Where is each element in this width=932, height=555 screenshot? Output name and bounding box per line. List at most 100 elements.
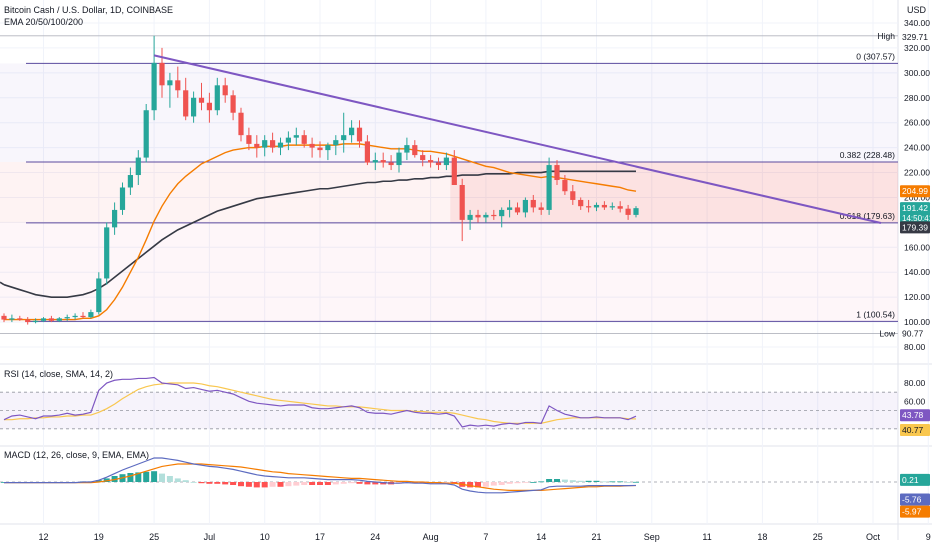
time-tick-label: 12 <box>38 532 48 542</box>
candle-body <box>514 207 521 213</box>
ema-dark-badge-bg <box>900 221 930 234</box>
macd-histogram-bar <box>633 481 639 483</box>
time-tick-label: 17 <box>315 532 325 542</box>
price-tick-label: 300.00 <box>904 68 930 78</box>
price-tick-label: 240.00 <box>904 143 930 153</box>
low-value: 90.77 <box>902 329 924 339</box>
candle-body <box>112 209 118 228</box>
last-price-bg <box>900 202 930 225</box>
macd-histogram-bar <box>475 482 481 488</box>
candle-body <box>538 207 544 210</box>
candle-body <box>301 135 307 144</box>
candle-body <box>96 278 102 313</box>
ema-orange-badge-bg <box>900 185 930 198</box>
candle-body <box>420 155 426 161</box>
indicator-legend[interactable]: EMA 20/50/100/200 <box>4 17 84 27</box>
macd-histogram-bar <box>277 482 284 487</box>
fib-level-label: 1 (100.54) <box>856 309 895 319</box>
time-tick-label: Sep <box>644 532 660 542</box>
macd-histogram-bar <box>585 480 592 482</box>
time-tick-label: 25 <box>813 532 823 542</box>
candle-body <box>317 147 323 151</box>
rsi-ma-badge: 40.77 <box>902 425 924 435</box>
candle-body <box>119 187 126 210</box>
candle-body <box>151 62 157 111</box>
macd-histogram-bar <box>332 482 339 485</box>
high-value-bg <box>900 30 930 43</box>
candle-body <box>222 85 228 96</box>
macd-value-badge-bg <box>900 493 930 506</box>
candle-body <box>428 160 434 163</box>
currency-label[interactable]: USD <box>907 5 927 15</box>
candle-body <box>9 318 15 320</box>
macd-hist-badge: 0.21 <box>902 475 919 485</box>
plot-background <box>0 0 898 550</box>
rsi-ma-line <box>4 382 637 424</box>
fib-level-label: 0.382 (228.48) <box>840 150 895 160</box>
candle-body <box>198 97 205 103</box>
low-value-bg <box>900 327 930 340</box>
macd-histogram-bar <box>324 482 331 485</box>
macd-legend[interactable]: MACD (12, 26, close, 9, EMA, EMA) <box>4 450 150 460</box>
candle-body <box>325 145 331 151</box>
macd-histogram-bar <box>617 481 624 483</box>
candle-body <box>522 199 528 213</box>
candle-body <box>372 160 378 163</box>
candle-body <box>246 135 252 144</box>
candle-body <box>467 214 473 220</box>
descending-trendline <box>153 54 882 224</box>
time-tick-label: 21 <box>591 532 601 542</box>
candles-layer <box>1 35 639 325</box>
price-tick-label: 160.00 <box>904 242 930 252</box>
price-tick-label: 220.00 <box>904 168 930 178</box>
time-tick-label: 7 <box>483 532 488 542</box>
macd-histogram-bar <box>151 471 158 482</box>
high-value: 329.71 <box>902 32 928 42</box>
ema-dark-badge: 179.39 <box>902 222 928 232</box>
symbol-title[interactable]: Bitcoin Cash / U.S. Dollar, 1D, COINBASE <box>4 5 174 15</box>
trendline-layer[interactable] <box>153 54 882 224</box>
candle-body <box>570 191 576 200</box>
rsi-value-badge-bg <box>900 409 930 422</box>
candle-body <box>499 209 505 217</box>
candle-body <box>270 140 276 148</box>
macd-histogram-bar <box>190 482 197 483</box>
candle-body <box>175 80 181 91</box>
candle-body <box>459 185 465 220</box>
macd-histogram-bar <box>95 480 102 482</box>
macd-histogram-bar <box>530 482 537 483</box>
macd-histogram-bar <box>206 482 213 484</box>
candle-body <box>443 157 449 166</box>
macd-histogram-bar <box>569 480 576 482</box>
price-tick-label: 260.00 <box>904 118 930 128</box>
macd-histogram-bar <box>601 481 608 483</box>
macd-histogram-bar <box>285 482 292 487</box>
macd-value-badge: -5.76 <box>902 494 922 504</box>
rsi-layer <box>0 376 898 430</box>
macd-histogram-bar <box>317 482 323 485</box>
candle-body <box>309 143 315 148</box>
price-tick-label: 80.00 <box>904 342 926 352</box>
candle-body <box>364 141 370 163</box>
time-tick-label: Oct <box>866 532 881 542</box>
macd-layer <box>0 457 898 494</box>
macd-histogram-bar <box>174 478 181 482</box>
price-tick-label: 140.00 <box>904 267 930 277</box>
macd-signal-badge-bg <box>900 505 930 518</box>
macd-histogram-bar <box>245 482 252 487</box>
candle-body <box>451 157 457 185</box>
macd-histogram-bar <box>561 479 568 482</box>
rsi-line <box>3 376 637 428</box>
candle-body <box>127 175 133 188</box>
candle-body <box>262 140 268 148</box>
candle-body <box>56 318 62 321</box>
candle-body <box>277 142 284 148</box>
rsi-legend[interactable]: RSI (14, close, SMA, 14, 2) <box>4 369 114 379</box>
candle-body <box>341 135 347 141</box>
time-tick-label: 9 <box>926 532 931 542</box>
macd-histogram-bar <box>166 476 173 482</box>
price-tick-label: 200.00 <box>904 192 930 202</box>
ema-orange-badge: 204.99 <box>902 186 928 196</box>
time-tick-label: 10 <box>260 532 270 542</box>
